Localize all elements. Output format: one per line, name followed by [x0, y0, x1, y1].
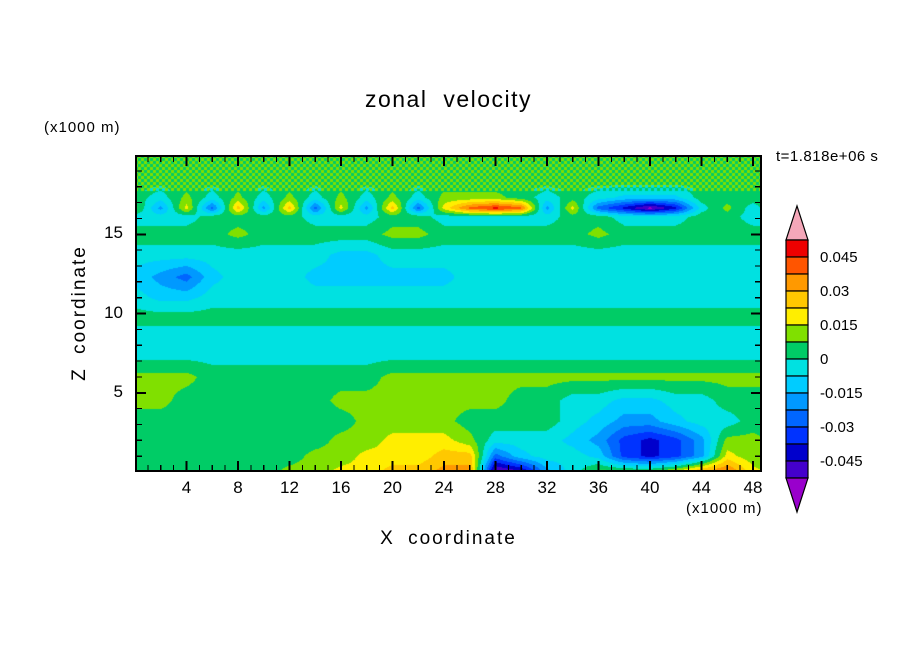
colorbar-label: -0.015 [820, 385, 863, 402]
colorbar-block [785, 392, 809, 411]
colorbar-block [785, 426, 809, 445]
chart-title: zonal velocity [364, 86, 533, 112]
x-tick-label: 16 [331, 478, 351, 497]
x-tick-label: 44 [692, 478, 711, 497]
x-tick-label: 8 [233, 478, 243, 497]
y-axis-unit-label: (x1000 m) [44, 119, 121, 136]
colorbar-arrow-top [785, 204, 809, 241]
colorbar-block [785, 341, 809, 360]
colorbar-label: 0.045 [820, 249, 858, 266]
colorbar-block [785, 273, 809, 292]
colorbar-label: 0.03 [820, 283, 849, 300]
colorbar-label: -0.03 [820, 419, 854, 436]
colorbar-label: -0.045 [820, 453, 863, 470]
colorbar: 0.045 0.03 0.015 0 -0.015 -0.03 -0.045 [785, 204, 863, 514]
x-tick-label: 32 [537, 478, 557, 497]
x-tick-label: 12 [280, 478, 299, 497]
x-tick-label: 28 [486, 478, 505, 497]
colorbar-block [785, 239, 809, 258]
x-axis-unit-label: (x1000 m) [686, 500, 763, 517]
colorbar-block [785, 443, 809, 462]
y-axis-title: Z coordinate [69, 245, 90, 381]
plot-area [135, 155, 762, 472]
z-tick-label: 15 [104, 223, 123, 243]
colorbar-block [785, 358, 809, 377]
x-tick-label: 48 [743, 478, 763, 497]
contour-field-canvas [135, 155, 762, 472]
x-axis-title: X coordinate [380, 528, 517, 549]
colorbar-block [785, 324, 809, 343]
colorbar-label: 0 [820, 351, 828, 368]
z-tick-label: 5 [113, 381, 123, 401]
z-tick-label: 10 [104, 302, 123, 322]
x-tick-label: 36 [589, 478, 608, 497]
x-tick-label: 4 [181, 478, 192, 497]
x-tick-label: 20 [383, 478, 402, 497]
colorbar-block [785, 375, 809, 394]
colorbar-block [785, 290, 809, 309]
colorbar-block [785, 307, 809, 326]
x-tick-label: 24 [434, 478, 454, 497]
colorbar-label: 0.015 [820, 317, 858, 334]
x-tick-label: 40 [640, 478, 660, 497]
time-stamp-label: t=1.818e+06 s [776, 148, 879, 165]
colorbar-block [785, 256, 809, 275]
colorbar-block [785, 460, 809, 479]
colorbar-arrow-bottom [785, 477, 809, 514]
axis-frame-and-ticks [135, 155, 762, 472]
colorbar-block [785, 409, 809, 428]
